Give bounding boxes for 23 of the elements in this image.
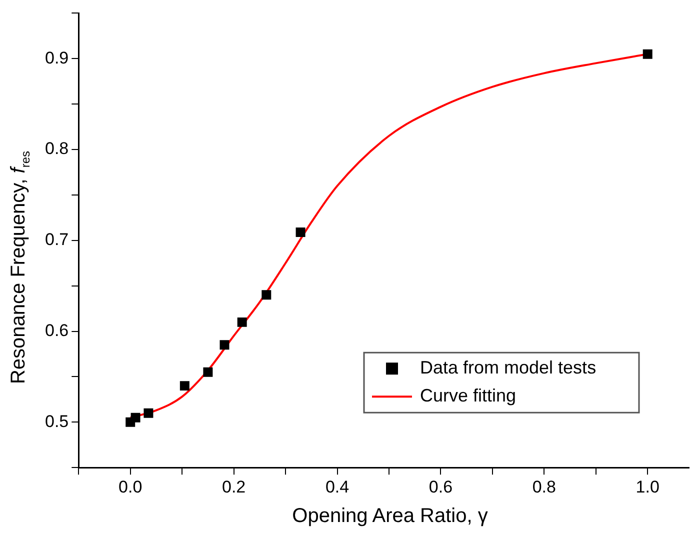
x-tick-label: 0.0 xyxy=(118,477,142,496)
x-tick-label: 0.6 xyxy=(428,477,453,496)
point xyxy=(237,317,247,327)
point xyxy=(642,49,652,59)
x-axis-title: Opening Area Ratio, γ xyxy=(291,505,489,528)
x-tick-label: 0.4 xyxy=(325,477,350,496)
legend-label: Data from model tests xyxy=(420,358,596,378)
y-tick-label: 0.8 xyxy=(44,139,69,158)
point xyxy=(130,412,140,422)
point xyxy=(203,367,213,377)
x-tick-label: 1.0 xyxy=(636,477,660,496)
y-tick-label: 0.9 xyxy=(44,48,69,68)
point xyxy=(180,381,190,391)
y-tick-label: 0.7 xyxy=(44,230,69,250)
point xyxy=(220,340,230,350)
legend-label: Curve fitting xyxy=(420,386,516,406)
point xyxy=(144,408,154,418)
y-tick-label: 0.6 xyxy=(44,320,69,340)
point xyxy=(296,227,306,237)
x-tick-label: 0.8 xyxy=(532,477,556,496)
y-tick-label: 0.5 xyxy=(44,412,69,431)
point xyxy=(262,290,272,300)
x-tick-label: 0.2 xyxy=(222,477,246,496)
